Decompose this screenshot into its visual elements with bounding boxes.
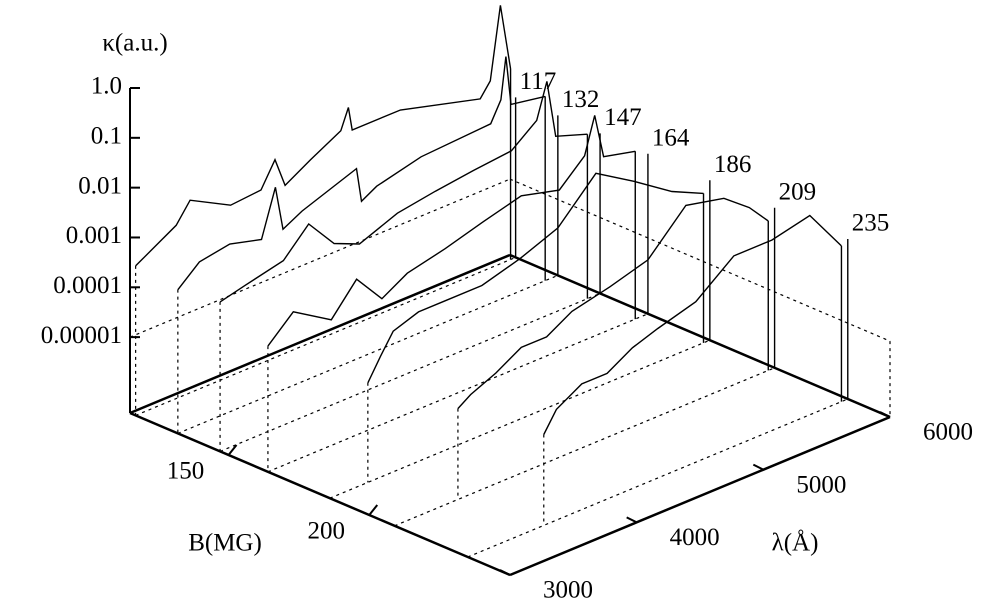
z-tick-label: 0.0001 bbox=[53, 272, 122, 299]
spectrum bbox=[219, 81, 588, 303]
right-edge bbox=[509, 253, 891, 419]
series-label: 186 bbox=[714, 151, 752, 178]
back-edge bbox=[129, 253, 511, 415]
reference-plane bbox=[509, 178, 891, 342]
x-tick bbox=[368, 504, 379, 516]
x-axis-label: B(MG) bbox=[188, 530, 262, 557]
z-tick-label: 0.00001 bbox=[41, 322, 122, 349]
reference-plane bbox=[129, 178, 511, 338]
y-tick-label: 5000 bbox=[796, 471, 846, 498]
series-label: 235 bbox=[852, 210, 890, 237]
series-baseline bbox=[267, 313, 649, 473]
y-tick-label: 3000 bbox=[543, 577, 593, 604]
series-label: 209 bbox=[779, 179, 817, 206]
b-axis bbox=[129, 411, 511, 577]
x-tick-label: 200 bbox=[308, 518, 346, 545]
series-label: 164 bbox=[652, 125, 690, 152]
y-tick bbox=[879, 411, 891, 418]
series-baseline bbox=[135, 256, 516, 416]
series-baseline bbox=[467, 398, 849, 558]
spectrum bbox=[543, 214, 842, 435]
spectrum bbox=[457, 197, 769, 410]
spectrum bbox=[367, 172, 704, 384]
series-baseline bbox=[394, 367, 775, 527]
y-tick bbox=[752, 463, 764, 471]
spectrum bbox=[135, 5, 512, 267]
y-tick bbox=[499, 569, 511, 576]
y-tick-label: 6000 bbox=[923, 419, 973, 446]
z-axis-label: κ(a.u.) bbox=[102, 30, 167, 57]
y-tick-label: 4000 bbox=[670, 524, 720, 551]
spectrum bbox=[267, 115, 636, 347]
series-baseline bbox=[177, 274, 559, 434]
series-label: 117 bbox=[520, 68, 557, 95]
series-baseline bbox=[219, 292, 601, 452]
spectrum bbox=[177, 56, 546, 291]
z-tick-label: 0.1 bbox=[91, 123, 122, 150]
z-tick-label: 0.01 bbox=[78, 172, 122, 199]
y-axis-label: λ(Å) bbox=[772, 530, 819, 557]
x-tick-label: 150 bbox=[167, 458, 205, 485]
series-label: 132 bbox=[562, 86, 600, 113]
z-tick-label: 0.001 bbox=[66, 222, 122, 249]
y-tick bbox=[626, 516, 638, 524]
series-baseline bbox=[329, 339, 711, 499]
series-label: 147 bbox=[604, 104, 642, 131]
x-tick bbox=[227, 444, 238, 456]
z-tick-label: 1.0 bbox=[91, 73, 122, 100]
lambda-axis bbox=[509, 415, 891, 577]
